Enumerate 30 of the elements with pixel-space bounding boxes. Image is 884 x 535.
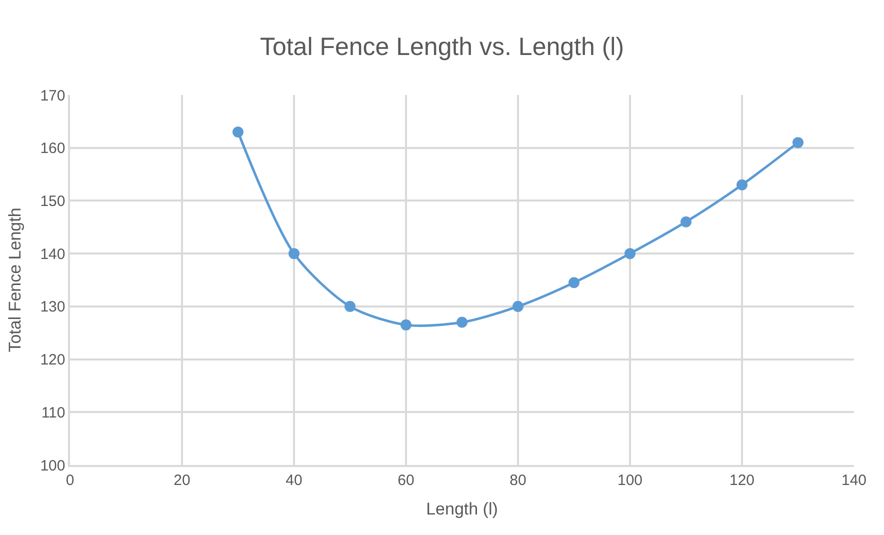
point (736, 179, 748, 190)
x-tick-label: 0 (66, 472, 74, 489)
x-tick-label: 20 (174, 472, 190, 489)
point (624, 248, 636, 260)
point (288, 248, 300, 260)
x-tick-label: 120 (729, 472, 755, 489)
x-tick-label: 140 (841, 472, 867, 489)
x-tick-label: 80 (510, 472, 526, 489)
point (400, 319, 412, 330)
point (344, 300, 356, 312)
x-axis-title: Length (l) (426, 500, 498, 519)
y-tick-label: 170 (40, 87, 66, 104)
point (568, 277, 580, 288)
y-tick-label: 120 (40, 352, 66, 369)
x-tick-label: 60 (398, 472, 414, 489)
x-tick-label: 40 (286, 472, 302, 489)
y-tick-label: 130 (40, 298, 66, 316)
point (680, 216, 692, 228)
y-tick-label: 110 (41, 404, 66, 422)
y-tick-label: 100 (40, 457, 66, 474)
y-tick-label: 140 (40, 246, 66, 263)
point (512, 300, 524, 312)
x-tick-label: 100 (617, 472, 643, 489)
point (792, 137, 804, 148)
y-axis-title: Total Fence Length (5, 208, 24, 352)
y-tick-label: 150 (40, 192, 66, 210)
point (456, 316, 468, 328)
point (232, 126, 244, 138)
y-tick-label: 160 (40, 140, 66, 158)
chart-title: Total Fence Length vs. Length (l) (260, 32, 624, 61)
